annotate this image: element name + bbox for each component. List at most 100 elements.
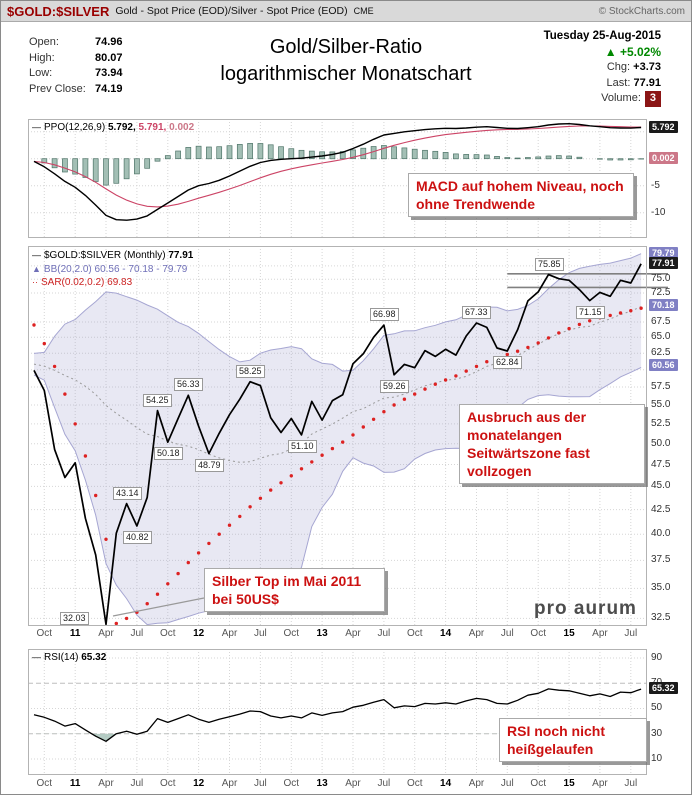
y-tick: 62.5 <box>651 347 671 359</box>
high-value: 80.07 <box>95 51 123 64</box>
x-tick: Apr <box>98 628 114 639</box>
x-axis-main: Oct 11 Apr Jul Oct 12 Apr Jul Oct 13 Apr Jul Oct 14 Ap… <box>1 628 691 642</box>
x-tick: Jul <box>624 778 638 789</box>
y-tick: 52.5 <box>651 417 671 429</box>
x-tick: 13 <box>316 778 328 789</box>
y-tick: 42.5 <box>651 503 671 515</box>
x-tick: Apr <box>592 628 608 639</box>
x-tick: 15 <box>563 778 575 789</box>
title-line-1: Gold/Silber-Ratio <box>269 36 423 58</box>
bollinger-middle-line <box>33 306 642 463</box>
x-tick: 15 <box>563 628 575 639</box>
ppo-line-icon: — <box>32 122 41 132</box>
page-title: Gold/Silber-Ratio logarithmischer Monats… <box>141 34 551 88</box>
annotation-breakout: Ausbruch aus der monatelangen Seitwärtsz… <box>459 404 645 484</box>
chg-label: Chg: <box>606 61 631 73</box>
x-tick: Jul <box>377 778 391 789</box>
x-axis-bottom: Oct 11 Apr Jul Oct 12 Apr Jul Oct 13 Apr Jul Oct 14 Ap… <box>1 778 691 792</box>
annotation-macd: MACD auf hohem Niveau, noch ohne Trendwe… <box>408 173 634 217</box>
x-tick: Oct <box>406 628 423 639</box>
axis-value-box: 60.56 <box>649 358 678 371</box>
x-tick: 14 <box>440 628 452 639</box>
price-point-label: 48.79 <box>195 459 224 472</box>
annotation-rsi: RSI noch nicht heißgelaufen <box>499 718 647 762</box>
low-value: 73.94 <box>95 67 123 79</box>
rsi-line-icon: — <box>32 652 41 662</box>
price-point-label: 75.85 <box>535 258 564 271</box>
low-label: Low: <box>29 67 53 79</box>
panel-border <box>28 119 647 238</box>
ppo-line <box>33 122 642 221</box>
exchange-label: CME <box>353 6 374 16</box>
last-value: 77.91 <box>633 76 661 89</box>
y-tick: 67.5 <box>651 315 671 327</box>
x-tick: Oct <box>159 778 176 789</box>
x-tick: Oct <box>406 778 423 789</box>
prev-close-value: 74.19 <box>95 82 123 95</box>
axis-value-box: 79.79 <box>649 247 678 260</box>
y-tick: 32.5 <box>651 612 671 624</box>
y-tick: 90 <box>651 651 663 663</box>
panel-border <box>28 246 647 626</box>
up-triangle-icon: ▲ <box>604 44 617 59</box>
y-tick: 55.0 <box>651 399 671 411</box>
open-label: Open: <box>29 36 59 48</box>
x-tick: Jul <box>624 628 638 639</box>
symbol-description: Gold - Spot Price (EOD)/Silver - Spot Pr… <box>115 5 348 17</box>
price-legend: — $GOLD:$SILVER (Monthly) 77.91 ▲ BB(20,2.… <box>32 249 193 290</box>
x-tick: 11 <box>69 778 81 789</box>
y-tick: 75.0 <box>651 273 671 285</box>
volume-value-badge: 3 <box>644 91 661 107</box>
x-tick: Apr <box>345 778 361 789</box>
axis-value-box: 77.91 <box>649 256 678 269</box>
x-tick: Apr <box>468 778 485 789</box>
bollinger-lower-line <box>33 367 642 626</box>
y-tick: 50.0 <box>651 437 671 449</box>
axis-value-box: 0.002 <box>649 151 678 164</box>
x-tick: Oct <box>159 628 176 639</box>
quote-block: Tuesday 25-Aug-2015 ▲ +5.02% Chg: +3.73 … <box>544 29 661 107</box>
price-point-label: 59.26 <box>380 380 409 393</box>
price-legend-row: — $GOLD:$SILVER (Monthly) 77.91 <box>32 249 193 263</box>
bb-legend-label: BB(20,2.0) 60.56 - 70.18 - 79.79 <box>43 263 188 275</box>
high-label: High: <box>29 51 55 64</box>
ppo-histogram <box>41 143 644 186</box>
ppo-signal-line <box>33 125 642 208</box>
percent-change-row: ▲ +5.02% <box>544 45 661 61</box>
price-point-label: 54.25 <box>143 394 172 407</box>
high-row: High: 80.07 <box>29 51 123 67</box>
chg-row: Chg: +3.73 <box>544 60 661 76</box>
price-point-label: 71.15 <box>576 306 605 319</box>
x-tick: Jul <box>500 778 514 789</box>
copyright: © StockCharts.com <box>598 5 685 17</box>
y-tick: 30 <box>651 727 663 739</box>
x-tick: Oct <box>283 628 300 639</box>
x-tick: Jul <box>500 628 514 639</box>
title-line-2: logarithmischer Monatschart <box>220 63 472 85</box>
x-tick: Oct <box>530 778 546 789</box>
ohlc-block: Open: 74.96 High: 80.07 Low: 73.94 Prev Clo… <box>29 35 123 97</box>
ppo-hist-value: 0.002 <box>169 122 195 133</box>
x-tick: 14 <box>440 778 452 789</box>
rsi-legend-value: 65.32 <box>81 652 107 663</box>
rsi-oversold-fill <box>34 733 642 742</box>
price-point-label: 43.14 <box>113 487 142 500</box>
x-tick: 11 <box>69 628 81 639</box>
y-tick: 65.0 <box>651 331 671 343</box>
sar-icon: ·· <box>32 277 38 287</box>
volume-row: Volume: 3 <box>544 91 661 107</box>
axis-value-box: 70.18 <box>649 299 678 312</box>
ppo-legend: — PPO(12,26,9) 5.792, 5.791, 0.002 <box>32 122 194 133</box>
axis-value-box: 65.32 <box>649 682 678 695</box>
annotation-pointer-line <box>112 597 205 617</box>
x-tick: Oct <box>530 628 546 639</box>
low-row: Low: 73.94 <box>29 66 123 82</box>
price-point-label: 67.33 <box>462 306 491 319</box>
ppo-legend-name: PPO(12,26,9) <box>44 122 106 133</box>
y-tick: 72.5 <box>651 286 671 298</box>
pro-aurum-logo: pro aurum <box>534 598 637 619</box>
ticker-symbol: $GOLD:$SILVER <box>7 3 110 19</box>
x-tick: Apr <box>98 778 114 789</box>
price-point-label: 66.98 <box>370 308 399 321</box>
